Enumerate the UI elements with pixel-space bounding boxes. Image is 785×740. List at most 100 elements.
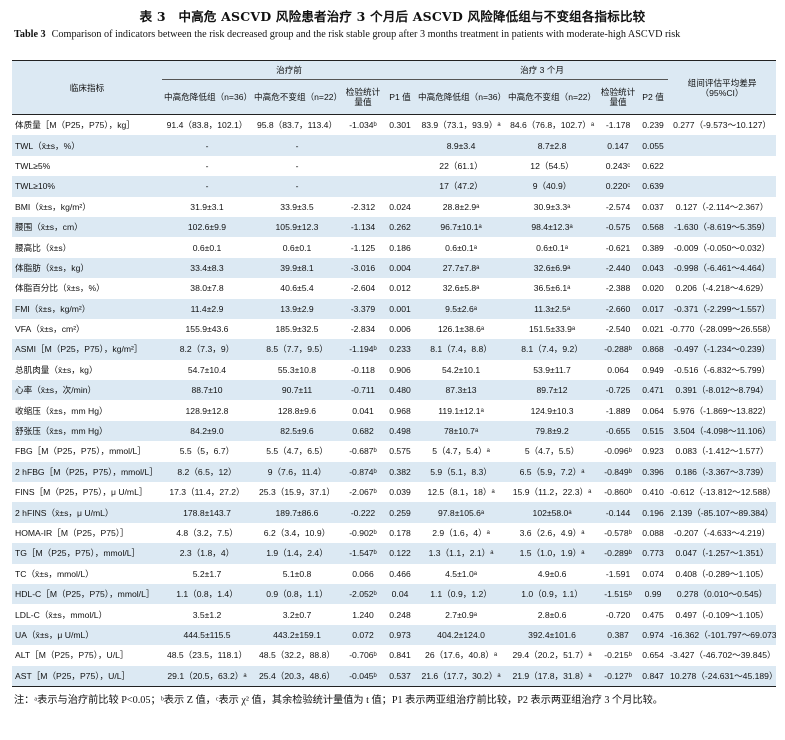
cell-mean-diff-ci: 5.976（-1.869～13.822） [673, 405, 772, 416]
cell-after-stable: 124.9±10.3 [530, 405, 574, 416]
cell-before-stable: 25.3（15.9，37.1） [259, 487, 335, 498]
cell-before-stat: -3.379 [342, 298, 384, 319]
cell-p2: 0.064 [642, 405, 664, 416]
cell-p2: 0.923 [642, 446, 664, 457]
cell-after-stable: 9（40.9） [506, 176, 599, 197]
cell-after-stable: 151.5±33.9ᵃ [528, 324, 576, 335]
cell-before-stable: - [295, 160, 299, 171]
cell-after-decreased: 4.5±1.0ᵃ [445, 568, 477, 579]
header-test-stat-after: 检验统计量值 [598, 79, 639, 115]
cell-after-decreased: 404.2±124.0 [416, 624, 507, 646]
cell-before-stable: - [252, 135, 342, 156]
cell-after-stat: -0.096ᵇ [604, 446, 632, 457]
cell-mean-diff-ci: -0.009（-0.050～0.032） [674, 242, 771, 253]
cell-mean-diff-ci: -0.770（-28.099～26.558） [670, 324, 776, 335]
cell-before-stat: -0.902ᵇ [349, 528, 377, 538]
cell-after-stat: 0.147 [598, 135, 639, 156]
cell-p2: 0.949 [642, 364, 664, 375]
table-body: 体质量［M（P25，P75），kg］ 91.4（83.8，102.1） 95.8（8… [12, 115, 777, 687]
cell-indicator: BMI（x̄±s，kg/m²） [15, 201, 91, 212]
cell-after-stat: 0.220ᶜ [598, 176, 639, 197]
cell-indicator: TWL≥10% [12, 176, 162, 197]
cell-before-stat: 0.682 [342, 420, 384, 442]
cell-before-stable: 0.6±0.1 [282, 242, 312, 253]
cell-before-stable: 6.2（3.4，10.9） [263, 528, 331, 538]
cell-before-stable: - [252, 176, 342, 197]
cell-indicator: 2 hFBG［M（P25，P75），mmol/L］ [12, 461, 162, 483]
cell-p2: 0.055 [638, 135, 669, 156]
cell-p1: 0.466 [389, 568, 411, 579]
cell-before-stable: 0.9（0.8，1.1） [252, 583, 342, 605]
cell-after-stable: 30.9±3.3ᵃ [533, 201, 571, 212]
cell-before-decreased: 29.1（20.5，63.2）ᵃ [162, 665, 252, 687]
cell-indicator: FINS［M（P25，P75），μ U/mL］ [15, 487, 148, 498]
cell-before-stat [342, 176, 384, 197]
cell-indicator: TC（x̄±s，mmol/L） [15, 568, 94, 579]
cell-p1: 0.024 [389, 201, 411, 212]
header-between: 组间评估平均差异（95%CI） [668, 60, 777, 115]
cell-before-decreased: - [162, 135, 252, 156]
cell-after-stable: 79.8±9.2 [506, 420, 599, 442]
cell-mean-diff-ci [668, 176, 777, 197]
table-note: 注：ᵃ表示与治疗前比较 P<0.05；ᵇ表示 Z 值，ᶜ表示 χ² 值，其余检验… [14, 695, 663, 706]
cell-p1: 0.382 [384, 461, 417, 483]
cell-p2: 0.021 [642, 324, 664, 335]
cell-p1: 0.262 [384, 216, 417, 238]
cell-before-stat: -2.052ᵇ [342, 583, 384, 605]
cell-before-stat: -0.045ᵇ [342, 665, 384, 687]
cell-after-stat: -0.575 [598, 216, 639, 238]
cell-before-decreased: 33.4±8.3 [162, 257, 252, 279]
cell-indicator: AST［M（P25，P75），U/L］ [12, 665, 162, 687]
cell-after-decreased: 1.3（1.1，2.1）ᵃ [416, 543, 507, 564]
cell-after-stat: -2.388 [605, 283, 631, 294]
cell-indicator: 体脂肪（x̄±s，kg） [12, 257, 162, 279]
header-stable-group: 中高危不变组（n=22） [252, 79, 342, 115]
cell-after-stat: -0.621 [605, 242, 631, 253]
cell-before-decreased: 4.8（3.2，7.5） [176, 528, 238, 538]
cell-p2: 0.639 [638, 176, 669, 197]
cell-p2: 0.196 [638, 502, 669, 523]
cell-mean-diff-ci: 0.186（-3.367～3.739） [668, 461, 777, 483]
cell-after-decreased: 28.8±2.9ᵃ [442, 201, 480, 212]
cell-before-decreased: 17.3（11.4，27.2） [169, 487, 245, 498]
cell-mean-diff-ci: 0.278（0.010～0.545） [668, 583, 777, 605]
cell-after-stat: -0.578ᵇ [604, 528, 632, 538]
table-row: FMI（x̄±s，kg/m²） 11.4±2.9 13.9±2.9 -3.379 0.0… [12, 298, 777, 319]
cell-indicator: TWL（x̄±s，%） [12, 135, 162, 156]
cell-before-stable: 189.7±86.6 [252, 502, 342, 523]
table-row: LDL-C（x̄±s，mmol/L） 3.5±1.2 3.2±0.7 1.240 0.2… [12, 604, 776, 624]
cell-p1 [384, 156, 416, 176]
cell-p2: 0.654 [642, 650, 664, 661]
cell-mean-diff-ci: 10.278（-24.631～45.189） [668, 665, 777, 687]
cell-before-stat: -0.118 [351, 364, 375, 375]
table-row: 体脂肪（x̄±s，kg） 33.4±8.3 39.9±8.1 -3.016 0.004 2… [12, 257, 777, 279]
cell-before-stat: 0.041 [352, 405, 374, 416]
table-row: 2 hFINS（x̄±s，μ U/mL） 178.8±143.7 189.7±86.… [12, 502, 777, 523]
cell-before-stat: -0.874ᵇ [342, 461, 384, 483]
cell-before-stat: -2.067ᵇ [349, 487, 377, 498]
cell-after-stat: -1.591 [605, 568, 631, 579]
cell-p1: 0.301 [389, 120, 411, 131]
cell-before-stable: 3.2±0.7 [282, 609, 312, 620]
cell-p2: 0.99 [638, 583, 669, 605]
cell-p2: 0.847 [638, 665, 669, 687]
cell-after-decreased: 87.3±13 [416, 380, 507, 401]
cell-p2: 0.568 [638, 216, 669, 238]
cell-before-stable: 82.5±9.6 [252, 420, 342, 442]
cell-p2: 0.037 [642, 201, 664, 212]
table-title-en: Table 3 Comparison of indicators between … [14, 28, 774, 42]
cell-indicator: HDL-C［M（P25，P75），mmol/L］ [12, 583, 162, 605]
cell-before-stat: -3.016 [342, 257, 384, 279]
cell-mean-diff-ci: 3.504（-4.098～11.106） [668, 420, 777, 442]
cell-before-stat: -0.222 [342, 502, 384, 523]
cell-after-decreased: 8.9±3.4 [416, 135, 507, 156]
cell-mean-diff-ci: 2.139（-85.107～89.384） [668, 502, 777, 523]
cell-mean-diff-ci [668, 156, 776, 176]
cell-p1: 0.178 [389, 528, 411, 538]
cell-before-decreased: 88.7±10 [162, 380, 252, 401]
cell-p1: 0.039 [389, 487, 411, 498]
table-row: VFA（x̄±s，cm²） 155.9±43.6 185.9±32.5 -2.834 0… [12, 319, 776, 339]
cell-after-decreased: 126.1±38.6ᵃ [437, 324, 485, 335]
header-p1: P1 值 [384, 79, 417, 115]
cell-after-stable: 1.0（0.9，1.1） [506, 583, 599, 605]
